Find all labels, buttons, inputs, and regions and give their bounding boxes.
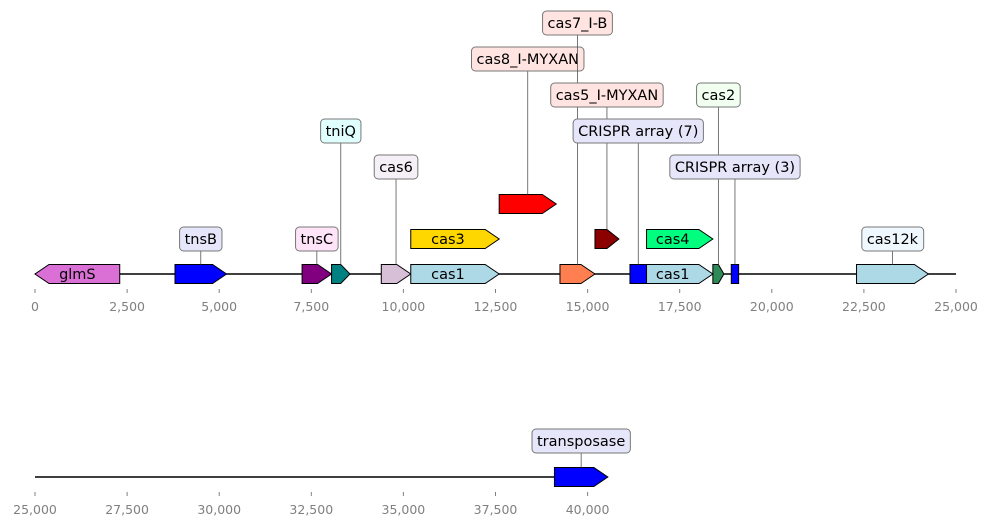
axis-tick-label: 35,000 <box>382 502 426 517</box>
gene-label: tniQ <box>326 124 356 140</box>
axis-tick-label: 0 <box>31 299 39 314</box>
gene-cas6 <box>380 264 412 284</box>
label-box <box>471 46 585 72</box>
axis-tick-label: 27,500 <box>105 502 149 517</box>
axis-tick-label: 10,000 <box>382 299 426 314</box>
axis-tick-label: 37,500 <box>474 502 518 517</box>
axis-tick-label: 12,500 <box>474 299 518 314</box>
gene-label: CRISPR array (3) <box>675 160 795 176</box>
gene-crispr-array-3 <box>730 264 740 284</box>
gene-label: cas1 <box>431 267 465 283</box>
gene-cas7-i-b <box>559 264 596 284</box>
gene-transposase <box>553 467 609 487</box>
gene-cas12k <box>856 264 930 284</box>
gene-label: glmS <box>59 267 96 283</box>
gene-label: cas12k <box>867 232 919 248</box>
gene-cas8-i-myxan <box>498 194 558 214</box>
gene-tniq <box>331 264 351 284</box>
track-1: 0 2,500 5,000 7,500 10,000 12,500 15,000 17,500… <box>31 10 978 314</box>
label-box <box>542 10 613 36</box>
gene-cas1 <box>646 264 714 284</box>
axis-tick-label: 7,500 <box>293 299 329 314</box>
gene-tnsb <box>174 264 228 284</box>
label-box <box>669 154 801 180</box>
axis-tick-label: 32,500 <box>289 502 333 517</box>
gene-cas1 <box>410 264 501 284</box>
axis-tick-label: 25,000 <box>934 299 978 314</box>
track-2: 25,000 27,500 30,000 32,500 35,000 37,500 40,0… <box>13 428 631 517</box>
label-box <box>861 226 925 252</box>
label-box <box>179 226 223 252</box>
gene-label: CRISPR array (7) <box>578 124 698 140</box>
gene-label: cas6 <box>379 160 413 176</box>
axis-tick-label: 2,500 <box>109 299 145 314</box>
axis-tick-label: 17,500 <box>658 299 702 314</box>
axis-tick-label: 22,500 <box>842 299 886 314</box>
gene-label: cas3 <box>431 232 465 248</box>
gene-label: cas2 <box>702 88 736 104</box>
axis-tick-label: 30,000 <box>197 502 241 517</box>
axis-tick-label: 40,000 <box>566 502 610 517</box>
axis-tick-label: 15,000 <box>566 299 610 314</box>
gene-cas4 <box>646 229 714 249</box>
gene-label: tnsC <box>301 232 334 248</box>
gene-label: cas7_I-B <box>548 16 608 32</box>
label-box <box>295 226 339 252</box>
label-box <box>696 82 741 108</box>
gene-glms <box>34 264 121 284</box>
gene-cas3 <box>410 229 501 249</box>
label-box <box>373 154 419 180</box>
gene-cas2 <box>712 264 725 284</box>
gene-label: cas5_I-MYXAN <box>556 88 658 104</box>
gene-label: transposase <box>537 434 625 450</box>
gene-label: tnsB <box>185 232 217 248</box>
label-box <box>550 82 664 108</box>
axis-tick-label: 25,000 <box>13 502 57 517</box>
label-box <box>320 118 362 144</box>
gene-label: cas4 <box>656 232 690 248</box>
axis-tick-label: 20,000 <box>750 299 794 314</box>
gene-cas5-i-myxan <box>594 229 620 249</box>
axis-tick-label: 5,000 <box>201 299 237 314</box>
label-box <box>531 428 631 454</box>
gene-tnsc <box>301 264 333 284</box>
gene-label: cas8_I-MYXAN <box>477 52 579 68</box>
gene-crispr-array-7 <box>629 264 648 284</box>
gene-label: cas1 <box>656 267 690 283</box>
label-box <box>572 118 704 144</box>
